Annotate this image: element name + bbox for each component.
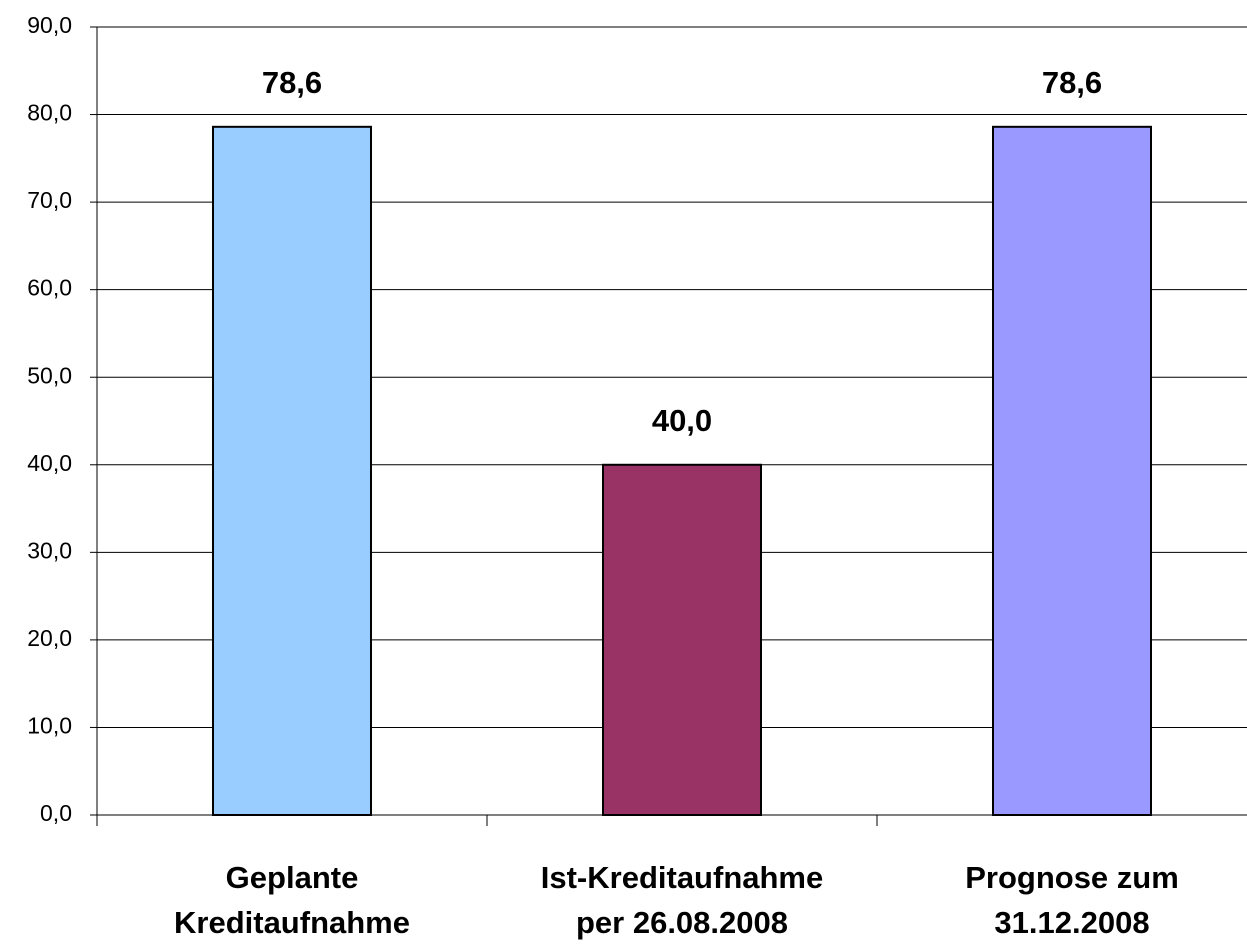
x-tick-label: Prognose zum 31.12.2008 xyxy=(965,860,1179,940)
y-tick-label: 80,0 xyxy=(27,100,72,126)
y-tick-label: 30,0 xyxy=(27,537,72,563)
y-tick-label: 0,0 xyxy=(40,800,72,826)
x-tick-label-line: 31.12.2008 xyxy=(994,905,1149,940)
y-tick-label: 60,0 xyxy=(27,275,72,301)
x-tick-label-line: Prognose zum xyxy=(965,860,1179,895)
value-label: 78,6 xyxy=(1042,65,1102,100)
bar xyxy=(212,125,372,816)
y-tick-label: 40,0 xyxy=(27,450,72,476)
bar xyxy=(992,125,1152,816)
x-tick-label-line: per 26.08.2008 xyxy=(576,905,788,940)
y-tick-label: 10,0 xyxy=(27,713,72,739)
value-label: 40,0 xyxy=(652,403,712,438)
y-tick-label: 90,0 xyxy=(27,12,72,38)
bar xyxy=(602,463,762,816)
value-label: 78,6 xyxy=(262,65,322,100)
x-tick-label: Ist-Kreditaufnahme per 26.08.2008 xyxy=(541,860,823,940)
y-tick-label: 50,0 xyxy=(27,362,72,388)
x-tick-label-line: Geplante xyxy=(226,860,359,895)
x-tick-label: Geplante Kreditaufnahme xyxy=(174,860,410,940)
x-tick-label-line: Kreditaufnahme xyxy=(174,905,410,940)
x-tick-label-line: Ist-Kreditaufnahme xyxy=(541,860,823,895)
y-tick-label: 70,0 xyxy=(27,187,72,213)
y-tick-label: 20,0 xyxy=(27,625,72,651)
